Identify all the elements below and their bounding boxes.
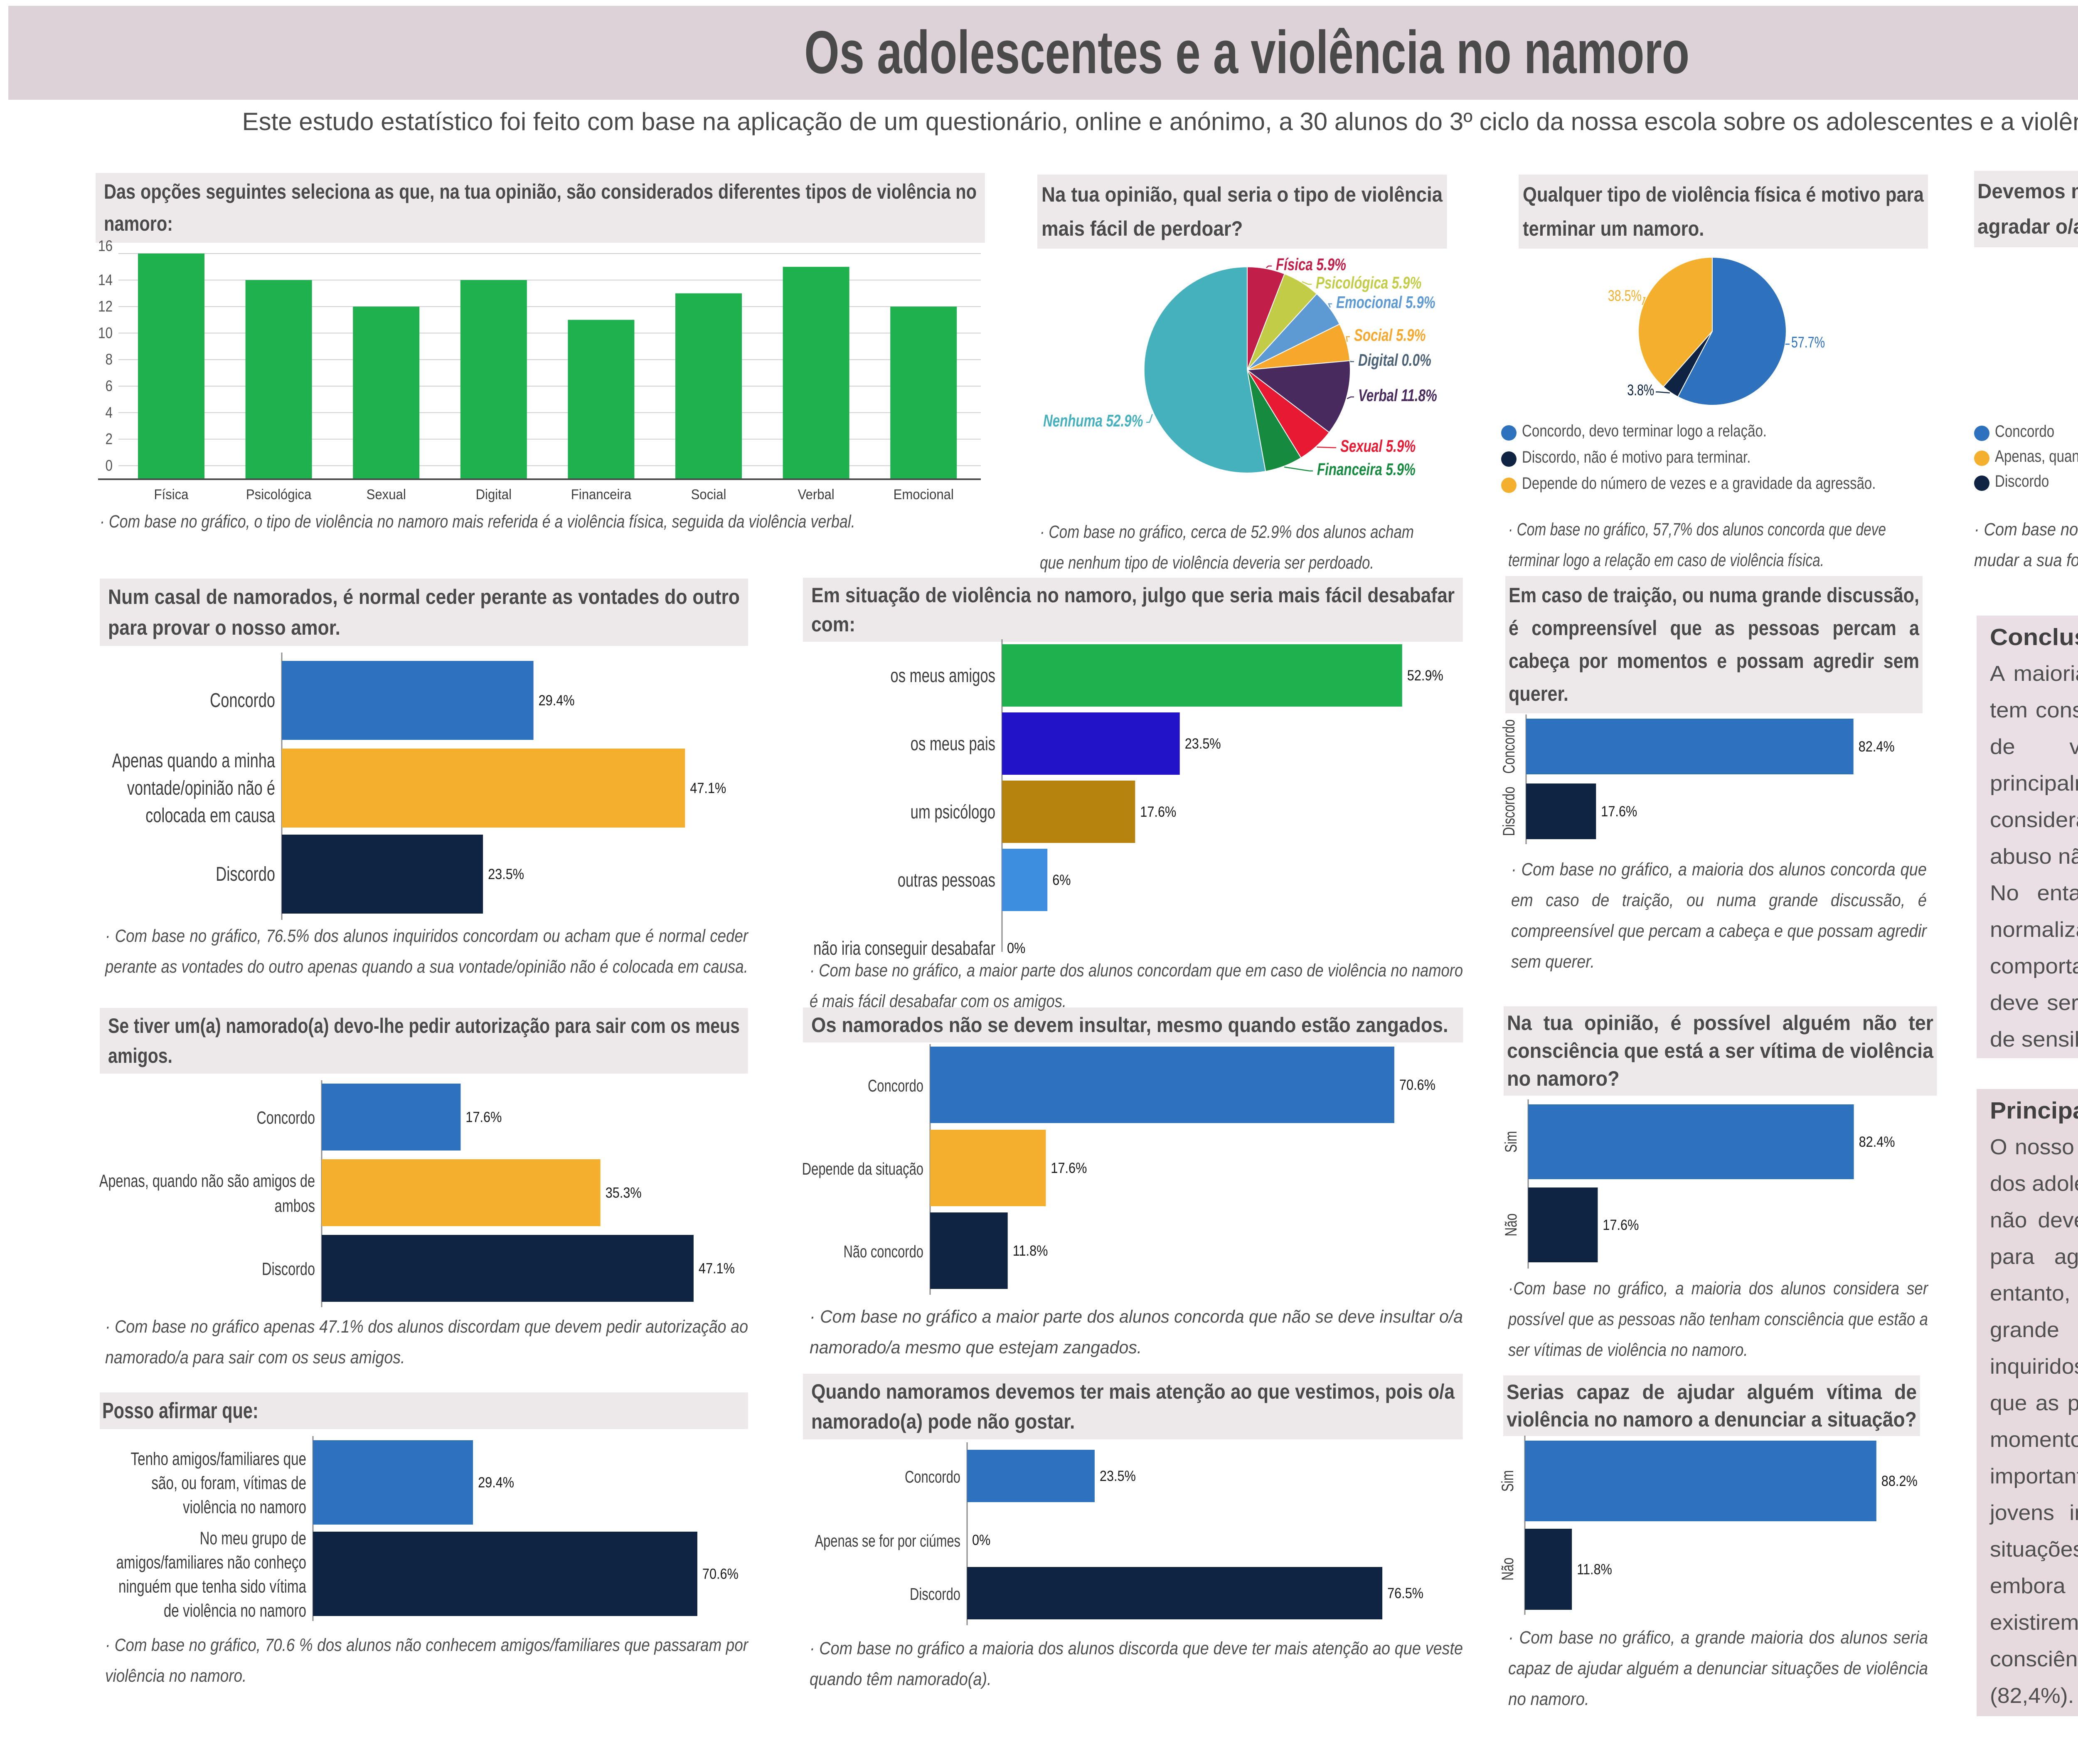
svg-text:8: 8 — [106, 351, 113, 368]
svg-text:outras pessoas: outras pessoas — [898, 869, 995, 891]
svg-text:17.6%: 17.6% — [465, 1109, 502, 1125]
svg-text:29.4%: 29.4% — [539, 692, 575, 708]
svg-text:Apenas, quando não são amigos: Apenas, quando não são amigos de — [99, 1171, 315, 1191]
svg-text:Concordo: Concordo — [905, 1467, 960, 1486]
svg-text:0: 0 — [106, 457, 113, 474]
svg-text:Não: Não — [1498, 1557, 1517, 1580]
svg-text:os meus pais: os meus pais — [911, 733, 995, 754]
svg-text:11.8%: 11.8% — [1577, 1561, 1612, 1577]
svg-text:10: 10 — [98, 325, 113, 342]
svg-text:Discordo: Discordo — [262, 1259, 315, 1279]
svg-text:16: 16 — [98, 238, 113, 255]
svg-text:23.5%: 23.5% — [1100, 1468, 1136, 1484]
svg-text:Concordo: Concordo — [868, 1076, 923, 1095]
svg-text:6: 6 — [106, 378, 113, 395]
svg-text:Concordo: Concordo — [210, 690, 275, 712]
svg-text:Social: Social — [691, 486, 726, 503]
svg-text:Física: Física — [154, 486, 189, 503]
svg-text:amigos/familiares não conheço: amigos/familiares não conheço — [116, 1552, 306, 1573]
svg-text:Apenas quando a minha: Apenas quando a minha — [112, 750, 276, 772]
svg-text:os meus amigos: os meus amigos — [890, 665, 995, 686]
svg-text:Financeira: Financeira — [571, 486, 632, 503]
svg-text:11.8%: 11.8% — [1013, 1242, 1048, 1259]
svg-text:vontade/opinião não é: vontade/opinião não é — [127, 777, 275, 799]
svg-text:76.5%: 76.5% — [1387, 1585, 1423, 1601]
svg-text:Não: Não — [1502, 1213, 1520, 1236]
svg-text:Sim: Sim — [1498, 1470, 1517, 1492]
svg-text:Depende da situação: Depende da situação — [802, 1159, 923, 1178]
svg-text:não iria conseguir desabafar: não iria conseguir desabafar — [813, 937, 995, 959]
svg-text:52.9%: 52.9% — [1407, 667, 1443, 683]
svg-text:Discordo: Discordo — [216, 863, 275, 885]
svg-text:82.4%: 82.4% — [1859, 1133, 1895, 1150]
svg-text:Verbal: Verbal — [798, 486, 834, 503]
svg-text:2: 2 — [106, 431, 113, 448]
svg-text:17.6%: 17.6% — [1140, 803, 1176, 820]
svg-text:12: 12 — [98, 298, 113, 315]
svg-text:Concordo: Concordo — [256, 1108, 315, 1128]
svg-text:47.1%: 47.1% — [690, 780, 726, 796]
svg-text:ninguém que tenha sido vítima: ninguém que tenha sido vítima — [118, 1577, 306, 1597]
svg-text:70.6%: 70.6% — [1399, 1077, 1435, 1093]
svg-text:violência no namoro: violência no namoro — [183, 1497, 306, 1518]
svg-text:são, ou foram, vítimas de: são, ou foram, vítimas de — [151, 1473, 306, 1493]
svg-text:82.4%: 82.4% — [1859, 738, 1895, 754]
svg-text:No meu grupo de: No meu grupo de — [200, 1528, 306, 1549]
svg-text:47.1%: 47.1% — [699, 1260, 735, 1276]
svg-text:Não concordo: Não concordo — [844, 1242, 923, 1261]
svg-text:Discordo: Discordo — [910, 1584, 960, 1604]
svg-text:14: 14 — [98, 271, 113, 288]
svg-text:17.6%: 17.6% — [1601, 803, 1637, 819]
svg-text:35.3%: 35.3% — [606, 1185, 642, 1201]
svg-text:70.6%: 70.6% — [702, 1566, 739, 1582]
svg-text:colocada em causa: colocada em causa — [145, 805, 275, 827]
svg-text:Emocional: Emocional — [894, 486, 954, 503]
svg-text:88.2%: 88.2% — [1881, 1473, 1918, 1489]
svg-text:17.6%: 17.6% — [1051, 1160, 1087, 1176]
svg-text:17.6%: 17.6% — [1603, 1217, 1639, 1233]
svg-text:ambos: ambos — [275, 1196, 315, 1216]
svg-text:um psicólogo: um psicólogo — [911, 801, 995, 823]
svg-text:4: 4 — [106, 404, 113, 421]
svg-text:0%: 0% — [1007, 940, 1025, 956]
svg-text:Digital: Digital — [476, 486, 512, 503]
svg-text:Sim: Sim — [1502, 1131, 1520, 1153]
svg-text:de violência no namoro: de violência no namoro — [164, 1601, 306, 1621]
svg-text:0%: 0% — [972, 1532, 990, 1548]
svg-text:23.5%: 23.5% — [488, 866, 524, 882]
svg-text:Psicológica: Psicológica — [246, 486, 312, 503]
svg-text:6%: 6% — [1052, 872, 1071, 888]
svg-text:Discordo: Discordo — [1499, 786, 1518, 836]
svg-text:Concordo: Concordo — [1499, 719, 1518, 774]
svg-text:Apenas se for por ciúmes: Apenas se for por ciúmes — [815, 1531, 960, 1550]
svg-text:29.4%: 29.4% — [478, 1474, 514, 1491]
svg-text:Sexual: Sexual — [367, 486, 406, 503]
svg-text:23.5%: 23.5% — [1185, 735, 1221, 751]
svg-text:Tenho amigos/familiares que: Tenho amigos/familiares que — [131, 1449, 306, 1469]
